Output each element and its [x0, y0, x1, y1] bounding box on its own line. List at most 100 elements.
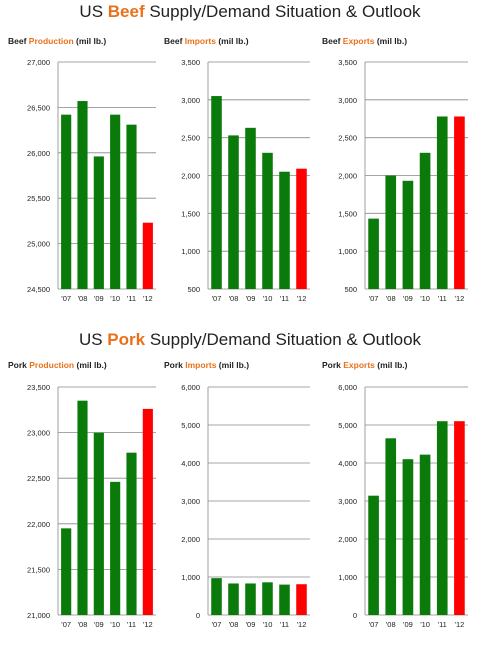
pork-imports-xtick-label: '10 — [263, 620, 273, 629]
pork-exports-bar — [385, 438, 397, 615]
pork-imports-bar — [262, 582, 273, 615]
beef-imports-bar — [262, 152, 273, 289]
beef-imports-bar — [296, 168, 307, 289]
pork-production-xtick-label: '11 — [127, 620, 136, 629]
beef-imports-xtick-label: '08 — [229, 294, 239, 303]
beef-exports-ytick-label: 500 — [344, 285, 357, 294]
pork-production-ytick-label: 21,500 — [27, 565, 50, 574]
beef-imports-xtick-label: '11 — [280, 294, 289, 303]
pork-imports-bar — [296, 584, 307, 615]
beef-production-xtick-label: '09 — [94, 294, 104, 303]
beef-exports-xtick-label: '08 — [386, 294, 396, 303]
beef-exports-ytick-label: 1,500 — [338, 209, 357, 218]
beef-section-title: US Beef Supply/Demand Situation & Outloo… — [79, 2, 421, 21]
pork-production-xtick-label: '07 — [61, 620, 71, 629]
pork-production-bar — [126, 452, 137, 615]
beef-imports-ytick-label: 3,500 — [181, 58, 200, 67]
pork-imports-bar — [245, 583, 256, 615]
beef-imports-title: Beef Imports (mil lb.) — [164, 36, 249, 46]
pork-section-title: US Pork Supply/Demand Situation & Outloo… — [78, 330, 422, 349]
pork-production-bar — [110, 481, 121, 615]
pork-production-bar — [142, 408, 153, 615]
pork-imports-ytick-label: 2,000 — [181, 535, 200, 544]
beef-exports-title: Beef Exports (mil lb.) — [322, 36, 408, 46]
pork-imports-ytick-label: 4,000 — [181, 459, 200, 468]
pork-production-xtick-label: '10 — [110, 620, 120, 629]
pork-exports-xtick-label: '09 — [403, 620, 413, 629]
beef-production-ytick-label: 26,500 — [27, 103, 50, 112]
beef-imports-bar — [279, 171, 290, 289]
pork-exports-xtick-label: '12 — [455, 620, 465, 629]
pork-exports-xtick-label: '08 — [386, 620, 396, 629]
pork-imports-ytick-label: 0 — [196, 611, 200, 620]
beef-exports-bar — [385, 175, 397, 289]
pork-imports-xtick-label: '08 — [229, 620, 239, 629]
beef-imports-ytick-label: 500 — [187, 285, 200, 294]
pork-exports-xtick-label: '07 — [369, 620, 379, 629]
pork-production-ytick-label: 21,000 — [27, 611, 50, 620]
pork-production-xtick-label: '09 — [94, 620, 104, 629]
beef-production-bar — [110, 114, 121, 289]
beef-exports-xtick-label: '07 — [369, 294, 379, 303]
pork-exports-ytick-label: 6,000 — [338, 383, 357, 392]
beef-imports-ytick-label: 1,500 — [181, 209, 200, 218]
beef-production-ytick-label: 24,500 — [27, 285, 50, 294]
pork-production-bar — [77, 400, 88, 615]
beef-exports-bar — [368, 218, 379, 289]
beef-exports-bar — [436, 116, 448, 289]
pork-production-ytick-label: 22,500 — [27, 474, 50, 483]
pork-exports-ytick-label: 5,000 — [338, 421, 357, 430]
pork-imports-ytick-label: 3,000 — [181, 497, 200, 506]
beef-exports-ytick-label: 1,000 — [338, 247, 357, 256]
pork-production-bar — [93, 432, 104, 615]
beef-imports-xtick-label: '07 — [212, 294, 222, 303]
pork-imports-ytick-label: 1,000 — [181, 573, 200, 582]
pork-exports-bar — [402, 459, 414, 615]
beef-exports-ytick-label: 3,500 — [338, 58, 357, 67]
beef-exports-xtick-label: '11 — [438, 294, 447, 303]
pork-exports-bar — [454, 421, 465, 615]
pork-production-bar — [61, 528, 72, 615]
pork-exports-title: Pork Exports (mil lb.) — [322, 360, 408, 370]
beef-production-bar — [126, 124, 137, 289]
beef-imports-xtick-label: '12 — [297, 294, 307, 303]
beef-production-ytick-label: 25,000 — [27, 240, 50, 249]
beef-imports-ytick-label: 3,000 — [181, 96, 200, 105]
pork-exports-bar — [419, 454, 431, 615]
pork-exports-ytick-label: 3,000 — [338, 497, 357, 506]
pork-imports-xtick-label: '09 — [246, 620, 256, 629]
beef-production-ytick-label: 27,000 — [27, 58, 50, 67]
beef-imports-xtick-label: '10 — [263, 294, 273, 303]
pork-imports-ytick-label: 5,000 — [181, 421, 200, 430]
beef-imports-ytick-label: 1,000 — [181, 247, 200, 256]
pork-imports-xtick-label: '11 — [280, 620, 289, 629]
beef-production-ytick-label: 25,500 — [27, 194, 50, 203]
beef-imports-ytick-label: 2,000 — [181, 172, 200, 181]
pork-exports-ytick-label: 2,000 — [338, 535, 357, 544]
beef-production-title: Beef Production (mil lb.) — [8, 36, 107, 46]
beef-production-bar — [77, 101, 88, 289]
beef-exports-ytick-label: 2,500 — [338, 134, 357, 143]
beef-exports-ytick-label: 2,000 — [338, 172, 357, 181]
beef-production-ytick-label: 26,000 — [27, 149, 50, 158]
beef-production-bar — [142, 222, 153, 289]
pork-imports-title: Pork Imports (mil lb.) — [164, 360, 250, 370]
beef-production-xtick-label: '10 — [110, 294, 120, 303]
beef-production-xtick-label: '07 — [61, 294, 71, 303]
pork-exports-ytick-label: 1,000 — [338, 573, 357, 582]
pork-imports-bar — [279, 584, 290, 615]
beef-imports-ytick-label: 2,500 — [181, 134, 200, 143]
pork-production-ytick-label: 23,500 — [27, 383, 50, 392]
pork-production-ytick-label: 22,000 — [27, 520, 50, 529]
pork-imports-bar — [211, 578, 222, 615]
beef-production-xtick-label: '11 — [127, 294, 136, 303]
pork-production-xtick-label: '12 — [143, 620, 153, 629]
pork-exports-bar — [368, 495, 379, 615]
beef-exports-bar — [402, 180, 414, 289]
beef-exports-bar — [419, 152, 431, 289]
beef-exports-xtick-label: '09 — [403, 294, 413, 303]
pork-imports-ytick-label: 6,000 — [181, 383, 200, 392]
pork-exports-ytick-label: 0 — [353, 611, 357, 620]
beef-production-xtick-label: '12 — [143, 294, 153, 303]
